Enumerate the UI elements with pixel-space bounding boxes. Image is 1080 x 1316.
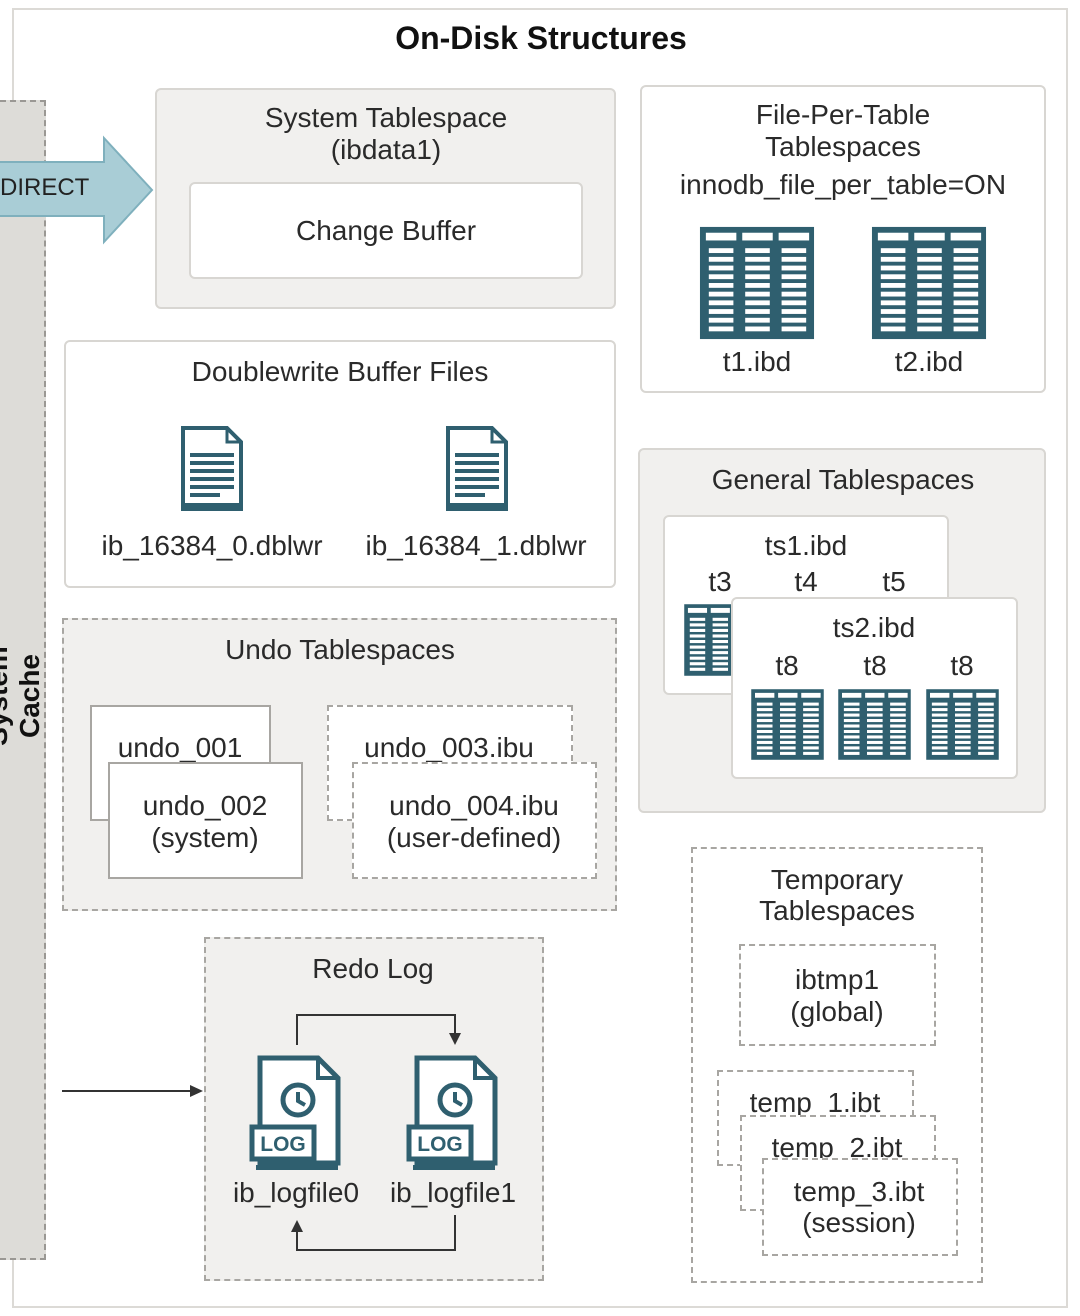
ts1-table-t4: t4 xyxy=(794,566,818,597)
system-cache-strip xyxy=(0,100,46,1260)
undo-004-type: (user-defined) xyxy=(386,822,562,853)
file-per-table-subtitle: Tablespaces xyxy=(765,131,921,162)
document-icon xyxy=(446,426,508,511)
table-icon xyxy=(699,226,815,340)
document-icon xyxy=(181,426,243,511)
temporary-title: Temporary xyxy=(770,864,904,895)
change-buffer xyxy=(189,182,583,279)
table-icon xyxy=(751,689,824,760)
svg-text:LOG: LOG xyxy=(417,1133,463,1156)
doublewrite-title: Doublewrite Buffer Files xyxy=(191,356,489,387)
doublewrite-file-0: ib_16384_0.dblwr xyxy=(101,530,323,561)
general-tablespaces-title: General Tablespaces xyxy=(711,464,975,495)
temp-3-label: temp_3.ibt xyxy=(793,1176,925,1207)
undo-001-label: undo_001 xyxy=(117,732,243,763)
file-per-table-title: File-Per-Table xyxy=(755,99,931,130)
file-per-table-setting: innodb_file_per_table=ON xyxy=(679,169,1007,200)
diagram-title: On-Disk Structures xyxy=(395,20,687,56)
direct-label: DIRECT xyxy=(0,174,90,201)
table-icon xyxy=(871,226,987,340)
ts2-name: ts2.ibd xyxy=(832,612,916,643)
table-icon xyxy=(926,689,999,760)
doublewrite-file-1: ib_16384_1.dblwr xyxy=(365,530,587,561)
undo-title: Undo Tablespaces xyxy=(225,634,455,665)
ts1-name: ts1.ibd xyxy=(764,530,848,561)
log-file-icon: LOG xyxy=(406,1055,498,1170)
ts2-table-t8: t8 xyxy=(775,650,799,681)
undo-004-label: undo_004.ibu xyxy=(389,790,559,821)
temporary-subtitle: Tablespaces xyxy=(759,895,915,926)
ibtmp1 xyxy=(739,944,936,1046)
undo-002-label: undo_002 xyxy=(142,790,268,821)
redo-log-title: Redo Log xyxy=(312,953,434,984)
ts1-table-t5: t5 xyxy=(882,566,906,597)
direct-arrow-icon xyxy=(0,135,154,245)
system-tablespace-subtitle: (ibdata1) xyxy=(330,134,442,165)
change-buffer-label: Change Buffer xyxy=(295,215,477,246)
svg-text:LOG: LOG xyxy=(260,1133,306,1156)
undo-003-label: undo_003.ibu xyxy=(364,732,534,763)
doublewrite-buffer-files xyxy=(64,340,616,588)
system-tablespace-title: System Tablespace xyxy=(264,102,508,133)
file-per-table-file-t1: t1.ibd xyxy=(722,346,792,377)
ibtmp1-label: ibtmp1 xyxy=(794,964,880,995)
table-icon xyxy=(838,689,911,760)
system-cache-label: System Cache xyxy=(0,646,45,746)
log-file-icon: LOG xyxy=(249,1055,341,1170)
ts2-table-t8: t8 xyxy=(950,650,974,681)
temp-3 xyxy=(762,1158,958,1256)
temp-3-type: (session) xyxy=(802,1207,916,1238)
undo-004 xyxy=(352,762,597,879)
temp-2-label: temp_2.ibt xyxy=(771,1132,903,1163)
redo-logfile-0: ib_logfile0 xyxy=(232,1177,360,1208)
ts2-table-t8: t8 xyxy=(863,650,887,681)
undo-002-type: (system) xyxy=(151,822,259,853)
ts1-table-t3: t3 xyxy=(708,566,732,597)
temp-1-label: temp_1.ibt xyxy=(749,1087,881,1118)
file-per-table-file-t2: t2.ibd xyxy=(894,346,964,377)
redo-logfile-1: ib_logfile1 xyxy=(389,1177,517,1208)
ibtmp1-type: (global) xyxy=(790,996,884,1027)
undo-002 xyxy=(108,762,303,879)
